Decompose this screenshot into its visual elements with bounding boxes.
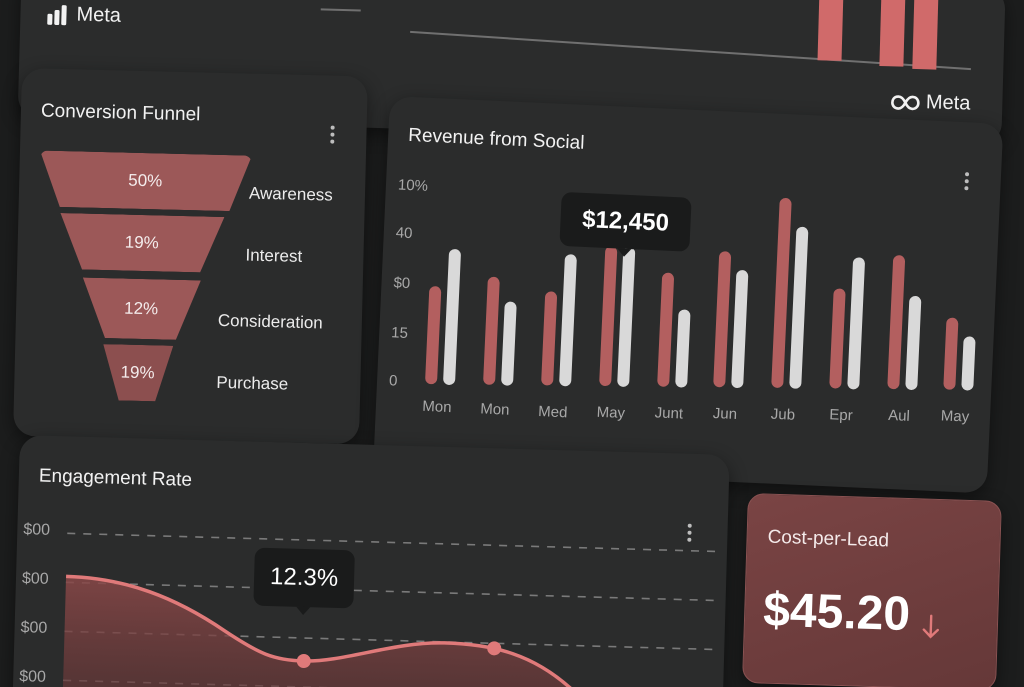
bar-red[interactable] xyxy=(483,276,500,386)
bar-white[interactable] xyxy=(500,301,517,386)
bar-red[interactable] xyxy=(771,197,792,389)
bar-white[interactable] xyxy=(961,336,976,391)
arrow-down-icon xyxy=(922,614,939,639)
cost-per-lead-card[interactable]: Cost-per-Lead $45.20 xyxy=(742,493,1002,687)
brand-right: Meta xyxy=(890,90,971,115)
x-tick: Aul xyxy=(887,406,911,425)
x-tick: Junt xyxy=(654,404,684,423)
y-tick: 10% xyxy=(397,176,429,195)
funnel-stage-interest[interactable]: 19% xyxy=(59,213,224,273)
y-tick: 0 xyxy=(388,372,398,390)
engagement-line-chart xyxy=(61,532,718,687)
meta-infinity-icon xyxy=(890,94,920,110)
x-tick: Med xyxy=(537,403,568,422)
top-chart-card: Meta Meta xyxy=(17,0,1006,146)
kebab-menu-icon[interactable] xyxy=(330,125,336,144)
x-tick: May xyxy=(596,403,626,422)
conversion-funnel-card: Conversion Funnel 50% Awareness 19% Inte… xyxy=(13,68,368,445)
bar-white[interactable] xyxy=(442,248,462,386)
funnel-value: 19% xyxy=(120,362,155,383)
funnel-label: Consideration xyxy=(217,310,323,333)
bar-red[interactable] xyxy=(943,317,959,390)
x-tick: Mon xyxy=(479,400,510,419)
bar-white[interactable] xyxy=(559,254,577,387)
funnel-value: 50% xyxy=(128,170,163,191)
bar-red[interactable] xyxy=(713,251,732,388)
bar-red[interactable] xyxy=(887,254,906,390)
engagement-tooltip: 12.3% xyxy=(253,547,355,609)
card-title: Revenue from Social xyxy=(407,124,585,154)
chart-bar xyxy=(817,0,844,61)
x-tick: Jub xyxy=(770,405,796,424)
card-title: Cost-per-Lead xyxy=(767,526,890,552)
bar-white[interactable] xyxy=(905,295,922,391)
bar-white[interactable] xyxy=(617,246,636,388)
funnel-value: 12% xyxy=(123,298,159,319)
funnel-label: Awareness xyxy=(248,183,334,205)
x-tick: Jun xyxy=(712,404,738,424)
revenue-tooltip: $12,450 xyxy=(559,191,692,252)
card-title: Conversion Funnel xyxy=(40,100,201,126)
bar-red[interactable] xyxy=(424,285,442,385)
funnel-label: Interest xyxy=(245,245,303,266)
bar-red[interactable] xyxy=(657,272,675,387)
data-point[interactable] xyxy=(487,641,502,656)
x-tick: Epr xyxy=(828,406,854,425)
brand-right-label: Meta xyxy=(925,91,971,115)
y-tick: 40 xyxy=(395,224,413,243)
cpl-value: $45.20 xyxy=(762,583,911,642)
revenue-card: Revenue from Social 10% 40 $0 15 0 Mon M… xyxy=(373,96,1004,494)
brand-left: Meta xyxy=(46,3,121,28)
funnel-value: 19% xyxy=(124,232,160,253)
bar-white[interactable] xyxy=(731,269,749,389)
brand-left-label: Meta xyxy=(76,3,122,27)
bar-white[interactable] xyxy=(847,257,866,390)
chart-bar xyxy=(912,0,939,70)
chart-gridline xyxy=(320,8,361,12)
funnel-stage-consideration[interactable]: 12% xyxy=(81,278,200,341)
bar-white[interactable] xyxy=(789,226,809,389)
y-tick: 15 xyxy=(390,324,409,343)
bar-chart-icon xyxy=(47,4,67,25)
cpl-value-row: $45.20 xyxy=(762,583,941,642)
x-tick: Mon xyxy=(421,397,452,417)
kebab-menu-icon[interactable] xyxy=(964,172,971,191)
bar-red[interactable] xyxy=(829,288,846,389)
y-tick: $0 xyxy=(393,274,411,293)
funnel-stage-awareness[interactable]: 50% xyxy=(39,150,252,211)
funnel-stage-purchase[interactable]: 19% xyxy=(102,344,173,402)
chart-bar xyxy=(879,0,906,67)
engagement-rate-card: Engagement Rate $00 $00 $00 $00 xyxy=(11,435,730,687)
funnel-label: Purchase xyxy=(216,372,289,394)
x-tick: May xyxy=(940,407,970,426)
bar-red[interactable] xyxy=(599,245,618,387)
bar-red[interactable] xyxy=(541,291,558,386)
data-point[interactable] xyxy=(296,654,311,669)
bar-white[interactable] xyxy=(675,309,691,388)
